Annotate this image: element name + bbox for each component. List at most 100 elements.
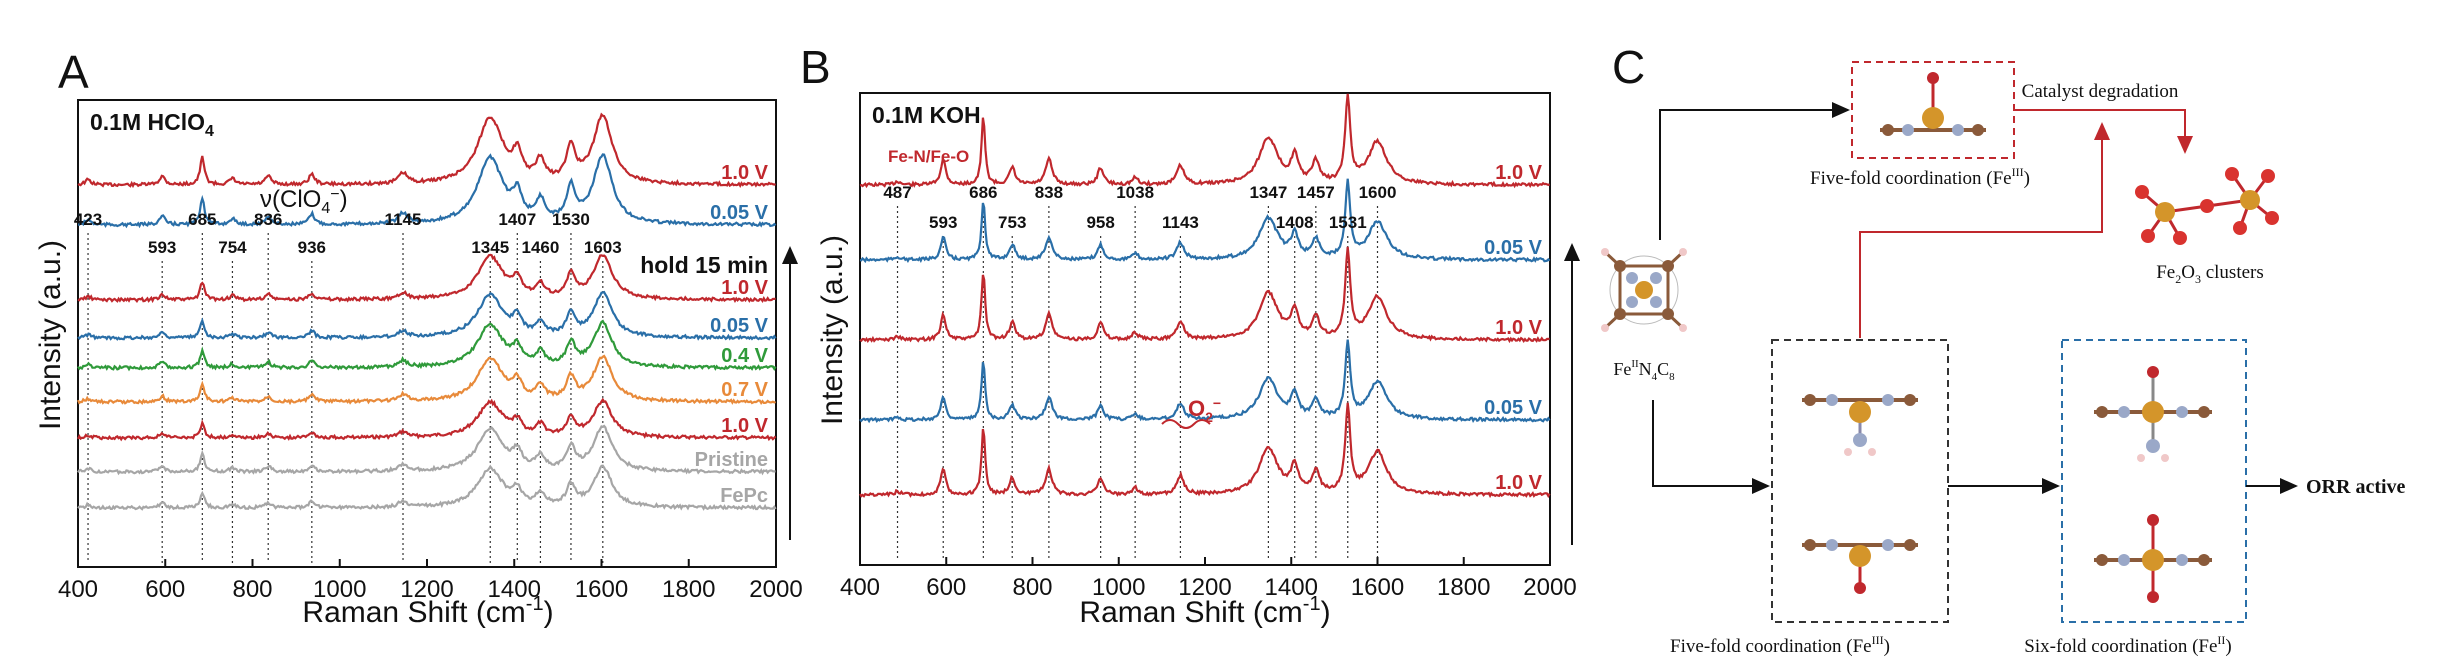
panel-a-peak-label: 1345 <box>471 238 509 257</box>
five-fold-bottom-box <box>1771 339 1949 623</box>
arrow-bottom-to-degradation <box>1859 122 2110 338</box>
panel-a-xlabel: Raman Shift (cm-1) <box>302 593 553 629</box>
panel-b-o2-bracket <box>1161 419 1211 429</box>
panel-a-xtick-label: 1400 <box>488 576 541 603</box>
panel-a-peak-lines <box>87 233 604 563</box>
panel-a-series-trace <box>77 464 777 511</box>
panel-a-peak-label: 685 <box>188 210 216 229</box>
panel-b-peak-label: 1143 <box>1162 213 1199 232</box>
panel-a-peak-label: 836 <box>254 210 282 229</box>
panel-b-peak-lines <box>896 206 1379 561</box>
panel-b-peak-label: 753 <box>998 213 1026 232</box>
five-fold-top-molecule <box>1880 72 1986 136</box>
panel-b-series-trace <box>859 93 1551 189</box>
panel-a-perchlorate-annotation: ν(ClO4−) <box>260 186 348 217</box>
panel-a-series-label: 0.7 V <box>721 379 768 401</box>
panel-a-condition: 0.1M HClO4 <box>90 109 214 140</box>
panel-b-peak-label: 593 <box>929 213 957 232</box>
panel-b-xtick-label: 1800 <box>1437 574 1490 601</box>
panel-b-condition: 0.1M KOH <box>872 102 981 128</box>
panel-c-label: C <box>1612 41 1645 93</box>
panel-b-peak-label: 1408 <box>1276 213 1314 232</box>
panel-b-series-trace <box>859 246 1550 344</box>
panel-b-series-label: 0.05 V <box>1484 397 1542 419</box>
panel-a-xtick-label: 2000 <box>749 576 802 603</box>
panel-a-peak-label: 1603 <box>584 238 622 257</box>
panel-b-xtick-label: 1000 <box>1092 574 1145 601</box>
panel-a-series-label: Pristine <box>695 449 768 471</box>
panel-a-peak-label: 1460 <box>522 238 560 257</box>
panel-a-peak-label: 754 <box>218 238 247 257</box>
panel-b-traces <box>859 93 1551 499</box>
panel-a-label: A <box>58 46 89 98</box>
panel-a-peak-label: 1407 <box>498 210 536 229</box>
six-fold-molecule-1 <box>2094 366 2212 462</box>
five-fold-top-label: Five-fold coordination (FeIII) <box>1810 165 2030 189</box>
panel-a-series-trace <box>77 354 776 406</box>
panel-b-ylabel: Intensity (a.u.) <box>816 235 849 425</box>
panel-a-xtick-label: 1200 <box>400 576 453 603</box>
panel-b-peak-label: 838 <box>1035 183 1063 202</box>
panel-a-peak-label: 423 <box>74 210 102 229</box>
six-fold-molecule-2 <box>2094 514 2212 603</box>
panel-a-series-trace <box>77 397 777 442</box>
panel-a-series-trace <box>78 153 777 229</box>
panel-b-chart: 400 600 800 1000 1200 1400 1600 1800 2000 487 593… <box>816 92 1580 629</box>
panel-a-peak-label: 1530 <box>552 210 590 229</box>
panel-b-series-label: 0.05 V <box>1484 237 1542 259</box>
five-fold-bottom-molecule-2 <box>1802 539 1918 594</box>
panel-b-peak-label: 1457 <box>1297 183 1335 202</box>
panel-a-hold-label: hold 15 min <box>640 252 768 278</box>
panel-b-series-trace <box>859 339 1551 424</box>
panel-b-peak-label: 686 <box>969 183 997 202</box>
panel-a-xtick-label: 400 <box>58 576 98 603</box>
fen4c8-label: FeIIN4C8 <box>1613 358 1675 383</box>
panel-a-xtick-label: 800 <box>232 576 272 603</box>
panel-a-series-trace <box>77 290 777 341</box>
panel-a-series-label: 0.4 V <box>721 345 768 367</box>
panel-b-peak-label: 1600 <box>1359 183 1397 202</box>
panel-a-voltage-labels: 1.0 V 0.05 V 1.0 V 0.05 V 0.4 V 0.7 V 1.0 V Pri… <box>695 162 769 507</box>
fe2o3-atoms <box>2135 167 2279 245</box>
panel-b-series-trace <box>859 402 1551 499</box>
panel-b-xlabel: Raman Shift (cm-1) <box>1079 593 1330 629</box>
panel-b-peak-label: 1347 <box>1249 183 1287 202</box>
panel-a-series-label: FePc <box>720 485 768 507</box>
panel-b-fe-label: Fe-N/Fe-O <box>888 147 969 166</box>
panel-a-series-trace <box>77 253 776 304</box>
arrow-to-five-fold-bottom <box>1652 400 1770 494</box>
panel-a-series-label: 0.05 V <box>710 315 768 337</box>
panel-a-peak-label: 1145 <box>385 210 422 229</box>
panel-b-xtick-label: 1400 <box>1265 574 1318 601</box>
catalyst-degradation-label: Catalyst degradation <box>2022 81 2179 102</box>
panel-a-chart: 400 600 800 1000 1200 1400 1600 1800 2000 423 593… <box>34 99 803 629</box>
arrow-to-five-fold-top <box>1659 102 1850 240</box>
six-fold-box <box>2061 339 2247 623</box>
panel-b-xtick-label: 600 <box>926 574 966 601</box>
panel-a-xtick-label: 1000 <box>313 576 366 603</box>
panel-a-xtick-label: 600 <box>145 576 185 603</box>
panel-b-ticks: 400 600 800 1000 1200 1400 1600 1800 2000 <box>840 557 1577 601</box>
panel-b-peak-label: 958 <box>1086 213 1114 232</box>
panel-a-series-trace <box>77 319 777 372</box>
panel-b-label: B <box>800 41 831 93</box>
fen4c8-molecule <box>1601 248 1687 332</box>
panel-b-series-label: 1.0 V <box>1495 317 1542 339</box>
panel-a-ticks: 400 600 800 1000 1200 1400 1600 1800 2000 <box>58 559 803 603</box>
five-fold-bottom-label: Five-fold coordination (FeIII) <box>1670 633 1890 657</box>
orr-active-label: ORR active <box>2306 476 2406 498</box>
panel-b-xtick-label: 1600 <box>1351 574 1404 601</box>
panel-b-xtick-label: 1200 <box>1178 574 1231 601</box>
panel-a-series-label: 1.0 V <box>721 415 768 437</box>
panel-a-series-label: 1.0 V <box>721 162 768 184</box>
panel-b-xtick-label: 800 <box>1012 574 1052 601</box>
panel-b-series-label: 1.0 V <box>1495 162 1542 184</box>
arrow-degradation <box>2014 109 2193 154</box>
panel-b-peak-label: 1038 <box>1116 183 1154 202</box>
panel-a-series-label: 1.0 V <box>721 277 768 299</box>
fe2o3-label: Fe2O3 clusters <box>2156 262 2264 286</box>
panel-a-series-trace <box>77 424 776 476</box>
panel-b-voltage-labels: 1.0 V 0.05 V 1.0 V 0.05 V 1.0 V <box>1484 162 1542 494</box>
